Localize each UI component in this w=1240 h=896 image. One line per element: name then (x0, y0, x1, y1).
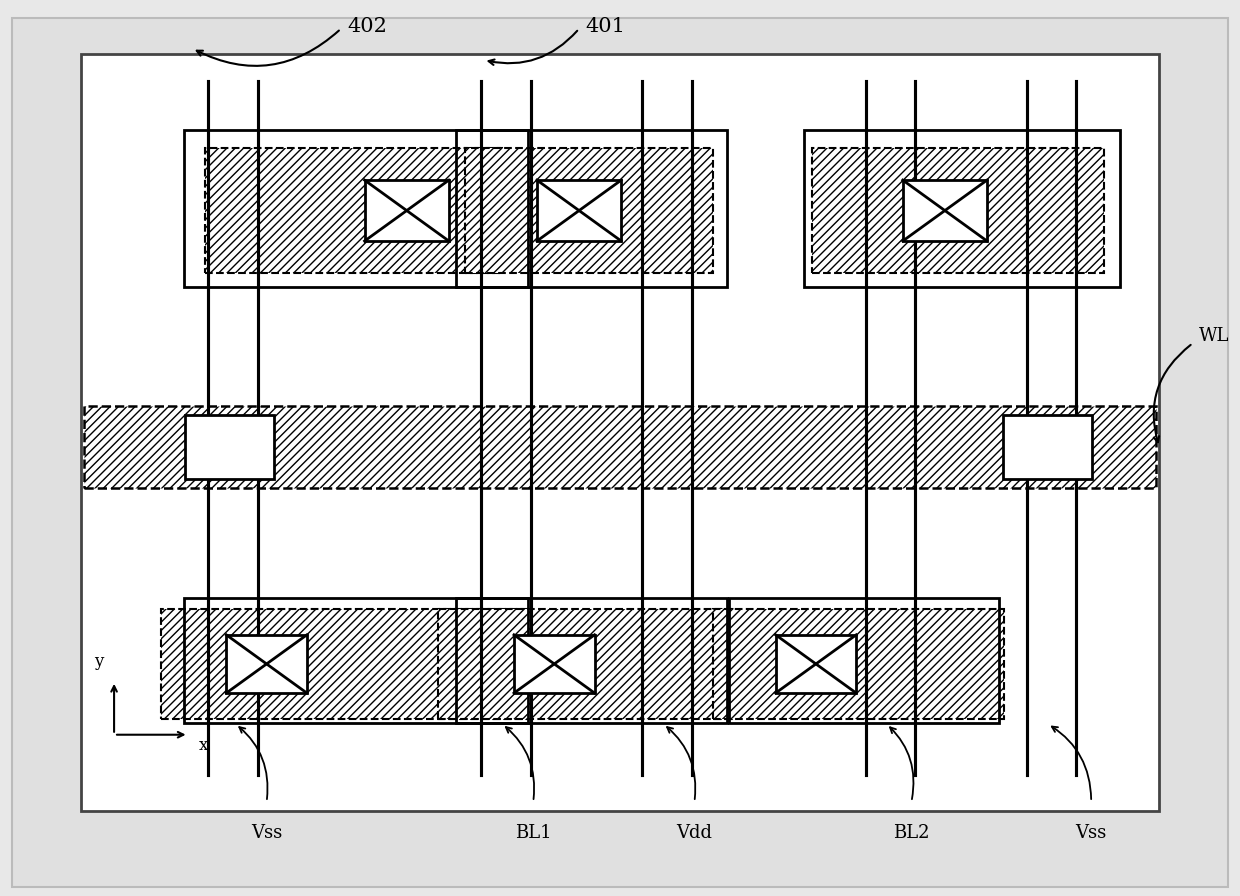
Bar (365, 180, 449, 241)
Bar (515, 634, 595, 694)
Text: x: x (198, 737, 208, 754)
Text: BL2: BL2 (893, 824, 930, 842)
Bar (515, 634, 595, 694)
Bar (713, 609, 1004, 719)
Bar (456, 598, 727, 723)
Text: BL1: BL1 (515, 824, 552, 842)
Bar (776, 634, 857, 694)
Text: 401: 401 (585, 17, 625, 37)
Bar (465, 148, 713, 273)
Text: Vss: Vss (1075, 824, 1107, 842)
Bar (81, 54, 1159, 811)
Text: 402: 402 (347, 17, 387, 37)
Bar (205, 148, 502, 273)
Bar (456, 130, 727, 287)
Bar (226, 634, 306, 694)
Bar (185, 415, 274, 479)
Bar (184, 598, 528, 723)
Text: Vss: Vss (250, 824, 283, 842)
Bar (903, 180, 987, 241)
Bar (226, 634, 306, 694)
Bar (184, 130, 528, 287)
Bar (812, 148, 1104, 273)
Bar (729, 598, 999, 723)
Bar (804, 130, 1120, 287)
Bar (537, 180, 621, 241)
Bar (903, 180, 987, 241)
Text: WL: WL (1199, 327, 1229, 345)
Bar (1003, 415, 1092, 479)
Bar (84, 406, 1156, 488)
Text: Vdd: Vdd (676, 824, 713, 842)
Bar (537, 180, 621, 241)
Bar (161, 609, 527, 719)
Bar (438, 609, 735, 719)
Bar (776, 634, 857, 694)
Bar (365, 180, 449, 241)
Text: y: y (94, 653, 104, 670)
